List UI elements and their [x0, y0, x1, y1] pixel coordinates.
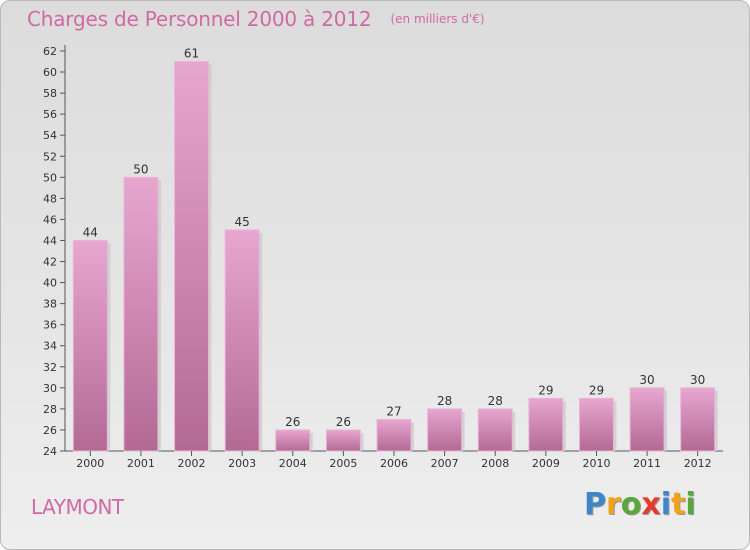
bar	[72, 239, 108, 452]
bar	[477, 408, 513, 452]
y-tick-label: 30	[43, 382, 57, 395]
logo-letter: i	[660, 487, 672, 522]
bar-value-label: 50	[133, 162, 148, 176]
y-tick-label: 32	[43, 361, 57, 374]
x-tick-label: 2009	[532, 457, 560, 470]
bar	[629, 387, 665, 452]
y-tick-label: 48	[43, 192, 57, 205]
bar	[174, 61, 210, 452]
logo-letter: r	[606, 487, 621, 522]
bar-value-label: 30	[639, 373, 654, 387]
y-tick-label: 36	[43, 319, 57, 332]
chart-title: Charges de Personnel 2000 à 2012	[27, 7, 372, 31]
y-tick-label: 58	[43, 87, 57, 100]
bar-value-label: 28	[437, 394, 452, 408]
bar-value-label: 45	[235, 215, 250, 229]
y-tick-label: 44	[43, 234, 57, 247]
x-tick-label: 2002	[178, 457, 206, 470]
y-tick-label: 28	[43, 403, 57, 416]
bar-value-label: 29	[538, 383, 553, 397]
bar-value-label: 61	[184, 47, 199, 61]
x-tick-label: 2003	[228, 457, 256, 470]
y-tick-label: 38	[43, 298, 57, 311]
y-tick-label: 50	[43, 171, 57, 184]
y-tick-label: 42	[43, 256, 57, 269]
bar-value-label: 29	[589, 383, 604, 397]
logo-letter: P	[584, 487, 606, 522]
bar-value-label: 28	[488, 394, 503, 408]
proxiti-logo: Proxiti	[584, 487, 696, 522]
bar	[376, 418, 412, 452]
bar	[325, 429, 361, 452]
y-tick-label: 56	[43, 108, 57, 121]
logo-letter: x	[641, 487, 661, 522]
bar-value-label: 27	[386, 404, 401, 418]
x-tick-label: 2007	[431, 457, 459, 470]
title-row: Charges de Personnel 2000 à 2012 (en mil…	[27, 7, 485, 31]
y-tick-label: 26	[43, 424, 57, 437]
x-tick-label: 2012	[684, 457, 712, 470]
bar-value-label: 26	[285, 415, 300, 429]
x-tick-label: 2008	[481, 457, 509, 470]
bar	[578, 397, 614, 452]
y-tick-label: 46	[43, 213, 57, 226]
x-tick-label: 2011	[633, 457, 661, 470]
x-tick-label: 2010	[582, 457, 610, 470]
y-tick-label: 60	[43, 66, 57, 79]
bar-value-label: 44	[83, 225, 98, 239]
y-tick-label: 34	[43, 340, 57, 353]
bar	[680, 387, 716, 452]
bar-value-label: 26	[336, 415, 351, 429]
chart-subtitle: (en milliers d'€)	[390, 12, 485, 26]
x-tick-label: 2006	[380, 457, 408, 470]
bar	[427, 408, 463, 452]
bar	[123, 176, 159, 452]
x-tick-label: 2001	[127, 457, 155, 470]
bar-value-label: 30	[690, 373, 705, 387]
logo-letter: o	[620, 487, 642, 522]
bar	[275, 429, 311, 452]
bar	[224, 229, 260, 452]
y-tick-label: 40	[43, 277, 57, 290]
y-tick-label: 24	[43, 445, 57, 458]
logo-letter: t	[671, 487, 686, 522]
bar	[528, 397, 564, 452]
logo-letter: i	[685, 487, 696, 522]
y-tick-label: 52	[43, 150, 57, 163]
x-tick-label: 2000	[76, 457, 104, 470]
x-tick-label: 2005	[329, 457, 357, 470]
y-tick-label: 62	[43, 45, 57, 58]
commune-name: LAYMONT	[31, 495, 124, 519]
y-tick-label: 54	[43, 129, 57, 142]
x-tick-label: 2004	[279, 457, 307, 470]
